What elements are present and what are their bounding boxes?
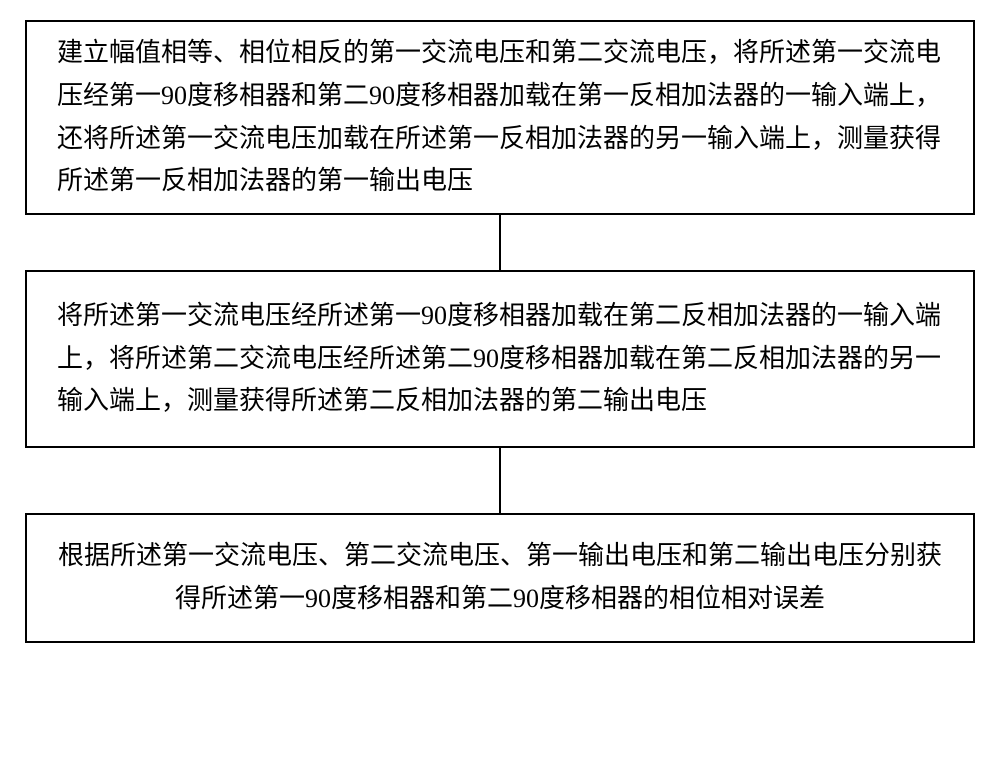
step-1-text: 建立幅值相等、相位相反的第一交流电压和第二交流电压，将所述第一交流电压经第一90… — [57, 32, 943, 204]
flowchart-step-3: 根据所述第一交流电压、第二交流电压、第一输出电压和第二输出电压分别获得所述第一9… — [25, 513, 975, 643]
step-2-text: 将所述第一交流电压经所述第一90度移相器加载在第二反相加法器的一输入端上，将所述… — [57, 295, 943, 424]
connector-1-2 — [499, 215, 501, 270]
step-3-text: 根据所述第一交流电压、第二交流电压、第一输出电压和第二输出电压分别获得所述第一9… — [57, 535, 943, 621]
flowchart-step-2: 将所述第一交流电压经所述第一90度移相器加载在第二反相加法器的一输入端上，将所述… — [25, 270, 975, 448]
flowchart-step-1: 建立幅值相等、相位相反的第一交流电压和第二交流电压，将所述第一交流电压经第一90… — [25, 20, 975, 215]
connector-2-3 — [499, 448, 501, 513]
